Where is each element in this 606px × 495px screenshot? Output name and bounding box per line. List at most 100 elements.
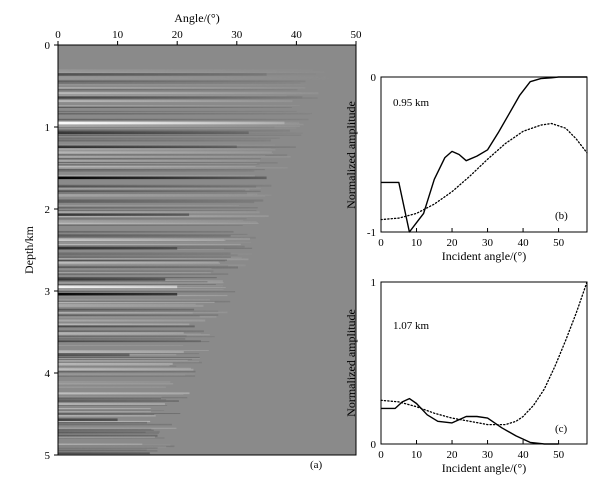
gather-x-tick-label: 40 <box>291 29 303 41</box>
texture-stripe <box>58 319 206 322</box>
texture-stripe <box>58 423 172 426</box>
texture-stripe <box>58 126 275 129</box>
panel-c-x-tick-label: 0 <box>378 449 384 461</box>
texture-stripe <box>58 405 168 406</box>
texture-stripe <box>58 89 298 91</box>
panel-a-angle-gather: 0 10 20 30 40 50 0 1 2 3 4 5 Angle/(°) Depth/km (a) <box>22 11 362 471</box>
panel-b-series-solid <box>381 76 587 233</box>
texture-stripe <box>58 432 159 434</box>
texture-stripe <box>58 330 204 333</box>
texture-stripe <box>58 237 250 240</box>
texture-stripe <box>58 427 177 429</box>
texture-stripe <box>58 156 291 158</box>
texture-stripe <box>58 436 155 438</box>
texture-stripe <box>58 374 186 376</box>
texture-stripe <box>58 284 216 286</box>
texture-stripe <box>58 437 165 439</box>
texture-stripe <box>58 311 228 314</box>
texture-stripe <box>58 97 318 100</box>
texture-stripe <box>58 139 271 142</box>
texture-stripe <box>58 71 325 73</box>
texture-stripe <box>58 452 150 454</box>
panel-c-x-axis-label: Incident angle/(°) <box>442 461 526 475</box>
texture-stripe <box>58 373 195 375</box>
texture-stripe <box>58 367 191 370</box>
texture-stripe <box>58 444 171 446</box>
texture-stripe <box>58 187 262 190</box>
texture-stripe <box>58 123 304 126</box>
panel-c-x-tick-label: 30 <box>482 449 494 461</box>
texture-stripe <box>58 78 329 80</box>
texture-stripe <box>58 82 301 84</box>
texture-stripe <box>58 353 177 356</box>
gather-y-tick-label: 3 <box>45 286 51 298</box>
texture-stripe <box>58 105 300 106</box>
gather-x-tick-label: 10 <box>112 29 124 41</box>
texture-stripe <box>58 316 217 318</box>
texture-stripe <box>58 325 195 328</box>
reflector-event <box>58 292 178 296</box>
texture-stripe <box>58 428 152 430</box>
panel-a-label: (a) <box>310 459 323 471</box>
texture-stripe <box>58 164 260 165</box>
texture-stripe <box>58 148 271 150</box>
texture-stripe <box>58 84 308 86</box>
reflector-event <box>58 285 178 289</box>
texture-stripe <box>58 314 219 316</box>
texture-stripe <box>58 411 152 413</box>
texture-stripe <box>58 194 272 196</box>
gather-y-tick-label: 2 <box>45 204 51 216</box>
texture-stripe <box>58 234 231 237</box>
texture-stripe <box>58 341 210 343</box>
texture-stripe <box>58 414 155 416</box>
texture-stripe <box>58 256 231 258</box>
panel-b-x-tick-label: 10 <box>411 237 423 249</box>
texture-stripe <box>58 189 246 191</box>
texture-stripe <box>58 215 269 218</box>
texture-stripe <box>58 434 158 437</box>
texture-stripe <box>58 106 292 108</box>
texture-stripe <box>58 336 215 338</box>
texture-stripe <box>58 151 272 154</box>
texture-stripe <box>58 113 310 115</box>
texture-stripe <box>58 118 309 121</box>
texture-stripe <box>58 199 264 202</box>
texture-stripe <box>58 261 219 264</box>
gather-y-tick-label: 5 <box>45 450 51 462</box>
panel-b-annotation: 0.95 km <box>393 97 430 109</box>
texture-stripe <box>58 241 252 243</box>
panel-b-series <box>380 76 588 233</box>
panel-c-amplitude-plot: 0 10 20 30 40 50 0 1 1.07 km (c) Incident angle… <box>344 277 588 475</box>
texture-stripe <box>58 334 210 336</box>
texture-stripe <box>58 383 174 385</box>
panel-b-x-axis-label: Incident angle/(°) <box>442 249 526 263</box>
texture-stripe <box>58 259 227 262</box>
texture-stripe <box>58 190 261 193</box>
texture-stripe <box>58 351 184 354</box>
texture-stripe <box>58 399 167 401</box>
texture-stripe <box>58 350 209 351</box>
texture-stripe <box>58 235 230 237</box>
panel-b-y-tick-label: -1 <box>367 227 376 239</box>
texture-stripe <box>58 210 257 211</box>
texture-stripe <box>58 450 158 452</box>
texture-stripe <box>58 298 211 301</box>
faded-texture <box>58 69 329 455</box>
texture-stripe <box>58 443 143 445</box>
panel-b-x-tick-label: 50 <box>553 237 565 249</box>
texture-stripe <box>58 92 319 95</box>
texture-stripe <box>58 160 260 162</box>
texture-stripe <box>58 236 256 239</box>
texture-stripe <box>58 352 200 355</box>
texture-stripe <box>58 333 201 335</box>
texture-stripe <box>58 357 201 359</box>
texture-stripe <box>58 245 245 248</box>
texture-stripe <box>58 125 300 127</box>
texture-stripe <box>58 414 156 417</box>
texture-stripe <box>58 155 266 156</box>
texture-stripe <box>58 185 257 188</box>
gather-y-tick-label: 1 <box>45 122 51 134</box>
texture-stripe <box>58 394 184 396</box>
texture-stripe <box>58 225 243 226</box>
texture-stripe <box>58 195 266 197</box>
